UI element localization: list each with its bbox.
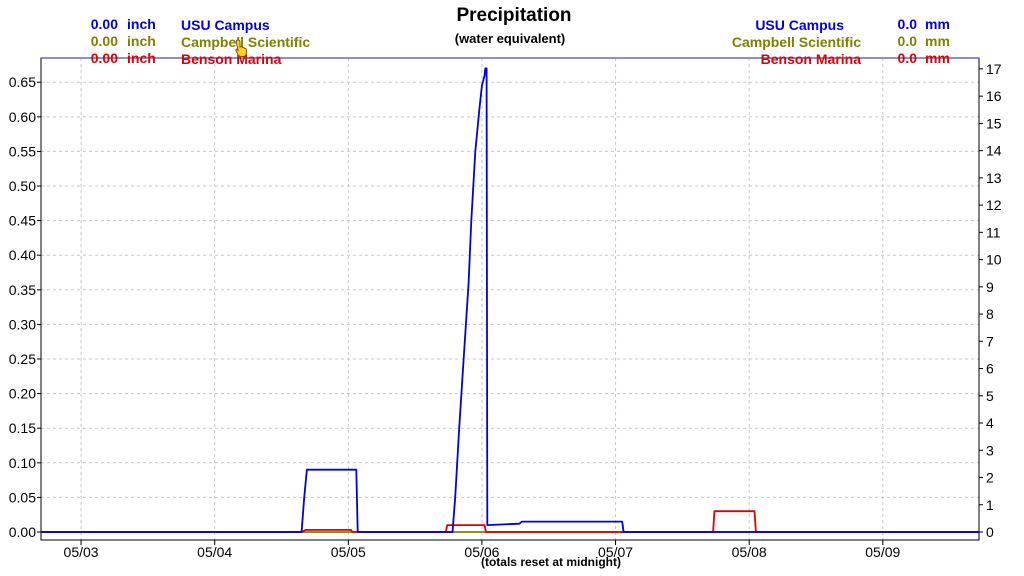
legend-left-usu-value: 0.00 — [91, 16, 118, 32]
y-right-tick-label: 14 — [986, 143, 1002, 159]
grid-lines — [41, 58, 979, 540]
y-left-tick-label: 0.50 — [9, 178, 36, 194]
y-left-tick-label: 0.20 — [9, 386, 36, 402]
y-right-tick-label: 2 — [986, 470, 994, 486]
reset-note: (totals reset at midnight) — [481, 555, 621, 569]
y-left-tick-label: 0.65 — [9, 74, 36, 90]
legend-left-campbell-unit: inch — [127, 33, 156, 49]
y-right-tick-label: 11 — [986, 224, 1001, 240]
legend-left-usu-name: USU Campus — [181, 17, 270, 33]
legend-left-usu-unit: inch — [127, 16, 156, 32]
legend-left-campbell-name: Campbell Scientific — [181, 34, 310, 50]
y-left-tick-label: 0.30 — [9, 316, 36, 332]
y-left-tick-label: 0.00 — [9, 524, 36, 540]
x-tick-label: 05/09 — [865, 544, 900, 560]
chart-subtitle: (water equivalent) — [455, 31, 566, 46]
legend-right-campbell-unit: mm — [925, 33, 950, 49]
y-right-tick-label: 13 — [986, 170, 1002, 186]
x-tick-label: 05/04 — [197, 544, 232, 560]
y-left-tick-label: 0.45 — [9, 213, 36, 229]
legend-left-campbell-value: 0.00 — [91, 33, 118, 49]
x-tick-label: 05/06 — [464, 544, 499, 560]
hand-pointer-icon — [235, 39, 247, 57]
y-left-tick-label: 0.35 — [9, 282, 36, 298]
y-left-tick-label: 0.55 — [9, 143, 36, 159]
y-right-tick-label: 8 — [986, 306, 994, 322]
y-right-tick-label: 15 — [986, 115, 1002, 131]
legend-right-campbell-name: Campbell Scientific — [732, 34, 861, 50]
y-left-tick-label: 0.40 — [9, 247, 36, 263]
legend-right: USU Campus 0.0 mm Campbell Scientific 0.… — [732, 16, 950, 67]
legend-left: 0.00 inch USU Campus 0.00 inch Campbell … — [91, 16, 311, 67]
series-line-benson-marina — [41, 510, 979, 533]
axis-ticks — [37, 68, 983, 545]
y-right-tick-label: 3 — [986, 442, 994, 458]
x-tick-label: 05/08 — [732, 544, 767, 560]
legend-right-usu-unit: mm — [925, 16, 950, 32]
y-right-tick-label: 6 — [986, 361, 994, 377]
legend-left-benson-value: 0.00 — [91, 50, 118, 66]
y-right-tick-label: 10 — [986, 252, 1002, 268]
y-left-tick-label: 0.05 — [9, 489, 36, 505]
chart-title: Precipitation — [456, 5, 571, 26]
legend-right-benson-unit: mm — [925, 50, 950, 66]
y-right-tick-label: 4 — [986, 415, 994, 431]
series-line-usu-campus — [41, 67, 979, 533]
legend-left-benson-name: Benson Marina — [181, 51, 282, 67]
y-right-tick-label: 17 — [986, 61, 1002, 77]
y-left-tick-label: 0.15 — [9, 420, 36, 436]
legend-right-usu-value: 0.0 — [898, 16, 918, 32]
y-right-tick-label: 12 — [986, 197, 1002, 213]
y-left-tick-label: 0.25 — [9, 351, 36, 367]
y-right-tick-label: 9 — [986, 279, 994, 295]
tick-labels: 05/03 05/04 05/05 05/06 05/07 05/08 05/09 0.00 0… — [9, 61, 1002, 560]
series-lines — [41, 67, 979, 533]
x-tick-label: 05/07 — [598, 544, 633, 560]
y-right-tick-label: 16 — [986, 88, 1002, 104]
legend-left-benson-unit: inch — [127, 50, 156, 66]
y-right-tick-label: 7 — [986, 333, 994, 349]
y-left-tick-label: 0.60 — [9, 109, 36, 125]
legend-right-usu-name: USU Campus — [755, 17, 844, 33]
legend-right-benson-value: 0.0 — [898, 50, 918, 66]
y-right-tick-label: 1 — [986, 497, 994, 513]
x-tick-label: 05/05 — [331, 544, 366, 560]
y-left-tick-label: 0.10 — [9, 455, 36, 471]
plot-frame — [40, 57, 980, 541]
legend-right-campbell-value: 0.0 — [898, 33, 918, 49]
y-right-tick-label: 5 — [986, 388, 994, 404]
y-right-tick-label: 0 — [986, 524, 994, 540]
legend-right-benson-name: Benson Marina — [761, 51, 862, 67]
x-tick-label: 05/03 — [64, 544, 99, 560]
